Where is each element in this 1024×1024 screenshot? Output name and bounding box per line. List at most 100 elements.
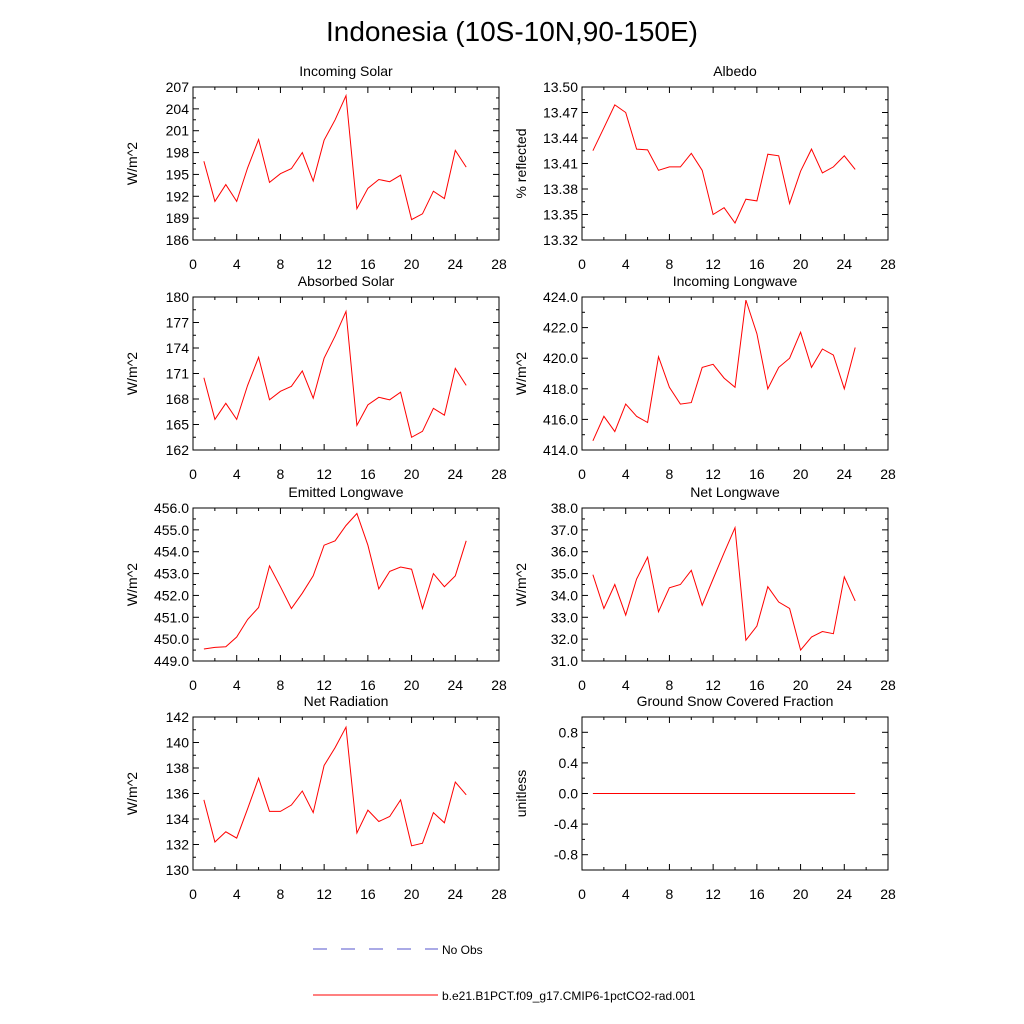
x-tick-label: 20: [404, 466, 420, 482]
legend-label-model: b.e21.B1PCT.f09_g17.CMIP6-1pctCO2-rad.00…: [442, 989, 696, 1003]
series-line: [203, 309, 467, 439]
x-tick-label: 20: [404, 256, 420, 272]
x-tick-label: 8: [666, 886, 674, 902]
x-tick-label: 12: [316, 256, 332, 272]
x-tick-label: 0: [189, 466, 197, 482]
series-line: [592, 299, 856, 442]
legend: No Obs b.e21.B1PCT.f09_g17.CMIP6-1pctCO2…: [313, 943, 696, 1003]
y-tick-label: 140: [166, 735, 190, 751]
y-tick-label: 34.0: [551, 587, 578, 603]
panel-7: Ground Snow Covered Fraction unitless 0 4 8 1…: [513, 693, 896, 902]
y-axis-label: W/m^2: [124, 352, 140, 395]
panel-2: Absorbed Solar W/m^2 0 4 8 12 16 20 24 28 162 165 16…: [124, 273, 507, 482]
panel-4: Emitted Longwave W/m^2 0 4 8 12 16 20 24 28 449.0 4…: [124, 484, 507, 693]
x-tick-label: 12: [316, 677, 332, 693]
x-tick-label: 4: [233, 256, 241, 272]
y-tick-label: 450.0: [154, 631, 189, 647]
series-line: [203, 512, 467, 650]
y-tick-label: 418.0: [543, 381, 578, 397]
x-tick-label: 12: [705, 466, 721, 482]
x-tick-label: 4: [622, 886, 630, 902]
y-tick-label: 134: [166, 811, 190, 827]
x-tick-label: 28: [880, 677, 896, 693]
y-tick-label: 414.0: [543, 442, 578, 458]
y-tick-label: 453.0: [154, 566, 189, 582]
x-tick-label: 28: [491, 466, 507, 482]
x-tick-label: 8: [277, 677, 285, 693]
x-tick-label: 16: [749, 677, 765, 693]
panel-title: Net Radiation: [304, 693, 389, 709]
x-tick-label: 0: [578, 466, 586, 482]
y-tick-label: 174: [166, 340, 190, 356]
series-line: [203, 725, 467, 847]
x-tick-label: 8: [666, 466, 674, 482]
panel-title: Incoming Longwave: [673, 273, 798, 289]
y-axis-label: W/m^2: [124, 142, 140, 185]
y-tick-label: 33.0: [551, 609, 578, 625]
y-tick-label: 36.0: [551, 544, 578, 560]
x-tick-label: 0: [189, 256, 197, 272]
x-tick-label: 4: [233, 677, 241, 693]
x-tick-label: 12: [316, 466, 332, 482]
y-tick-label: 13.44: [543, 130, 578, 146]
y-tick-label: 13.38: [543, 181, 578, 197]
x-tick-label: 20: [404, 677, 420, 693]
y-axis-label: W/m^2: [513, 352, 529, 395]
y-tick-label: 165: [166, 417, 190, 433]
y-axis-label: W/m^2: [124, 772, 140, 815]
x-tick-label: 4: [622, 256, 630, 272]
x-tick-label: 16: [749, 256, 765, 272]
x-tick-label: 8: [666, 677, 674, 693]
x-tick-label: 16: [360, 886, 376, 902]
series-line: [592, 104, 856, 224]
panel-title: Albedo: [713, 63, 757, 79]
x-tick-label: 12: [705, 677, 721, 693]
y-tick-label: 13.50: [543, 79, 578, 95]
panel-6: Net Radiation W/m^2 0 4 8 12 16 20 24 28 130 132 134…: [124, 693, 507, 902]
x-tick-label: 20: [793, 466, 809, 482]
y-tick-label: 13.35: [543, 207, 578, 223]
x-tick-label: 28: [491, 886, 507, 902]
plot-frame: [192, 507, 500, 662]
x-tick-label: 20: [793, 886, 809, 902]
x-tick-label: 12: [705, 886, 721, 902]
x-tick-label: 20: [793, 256, 809, 272]
y-tick-label: 207: [166, 79, 190, 95]
y-tick-label: 204: [166, 101, 190, 117]
x-tick-label: 12: [705, 256, 721, 272]
x-tick-label: 0: [578, 256, 586, 272]
x-tick-label: 12: [316, 886, 332, 902]
x-tick-label: 0: [189, 886, 197, 902]
y-tick-label: 168: [166, 391, 190, 407]
panel-title: Ground Snow Covered Fraction: [637, 693, 834, 709]
figure-title: Indonesia (10S-10N,90-150E): [326, 16, 698, 47]
x-tick-label: 0: [578, 677, 586, 693]
panel-1: Albedo % reflected 0 4 8 12 16 20 24 28 13.32 13.35…: [513, 63, 896, 272]
panel-title: Net Longwave: [690, 484, 780, 500]
y-tick-label: 449.0: [154, 653, 189, 669]
x-tick-label: 16: [749, 466, 765, 482]
x-tick-label: 4: [233, 886, 241, 902]
x-tick-label: 8: [666, 256, 674, 272]
x-tick-label: 28: [880, 466, 896, 482]
x-tick-label: 16: [749, 886, 765, 902]
y-axis-label: % reflected: [513, 128, 529, 198]
y-tick-label: 13.32: [543, 232, 578, 248]
y-tick-label: 37.0: [551, 522, 578, 538]
x-tick-label: 8: [277, 466, 285, 482]
y-tick-label: 162: [166, 442, 190, 458]
x-tick-label: 24: [836, 677, 852, 693]
y-tick-label: 35.0: [551, 566, 578, 582]
x-tick-label: 0: [578, 886, 586, 902]
plot-frame: [192, 86, 500, 241]
y-tick-label: 171: [166, 366, 190, 382]
x-tick-label: 8: [277, 886, 285, 902]
x-tick-label: 4: [622, 677, 630, 693]
x-tick-label: 0: [189, 677, 197, 693]
series-line: [203, 93, 467, 221]
y-tick-label: 201: [166, 123, 190, 139]
y-axis-label: W/m^2: [513, 563, 529, 606]
plot-frame: [192, 296, 500, 451]
x-tick-label: 16: [360, 256, 376, 272]
y-tick-label: 142: [166, 709, 190, 725]
